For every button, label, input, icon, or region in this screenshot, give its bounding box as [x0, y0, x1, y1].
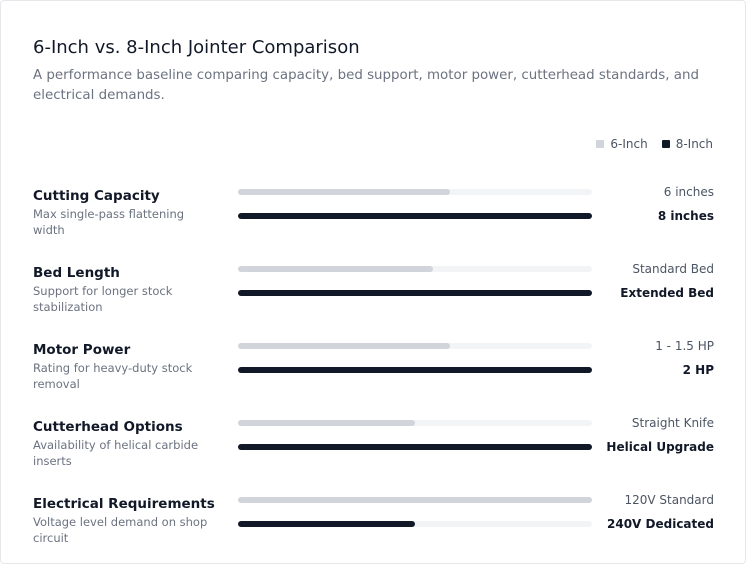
legend-item: 6-Inch — [596, 137, 648, 151]
value-label: Extended Bed — [620, 286, 714, 300]
category-name: Cutting Capacity — [33, 188, 160, 204]
category-description: Voltage level demand on shop circuit — [33, 515, 208, 545]
bar — [238, 189, 451, 195]
row: Electrical Requirements Voltage level dem… — [33, 493, 714, 546]
value-label: Helical Upgrade — [606, 440, 714, 454]
legend-label: 8-Inch — [675, 137, 713, 151]
value-label: 6 inches — [663, 185, 714, 199]
bar-track — [238, 444, 592, 450]
bar — [238, 367, 592, 373]
category-name: Cutterhead Options — [33, 419, 183, 435]
bar-track — [238, 420, 592, 426]
category-name: Electrical Requirements — [33, 496, 215, 512]
bar-track — [238, 189, 592, 195]
chart-subtitle: A performance baseline comparing capacit… — [33, 68, 699, 103]
category-description: Max single-pass flattening width — [33, 207, 185, 237]
value-label: 8 inches — [657, 209, 714, 223]
legend: 6-Inch 8-Inch — [596, 137, 713, 151]
category-description: Rating for heavy-duty stock removal — [33, 361, 193, 391]
value-label: Straight Knife — [631, 416, 714, 430]
category-name: Motor Power — [33, 342, 131, 358]
category-description: Availability of helical carbide inserts — [33, 438, 199, 468]
bar-track — [238, 343, 592, 349]
bar — [238, 420, 415, 426]
legend-swatch — [661, 140, 670, 148]
bar-track — [238, 266, 592, 272]
bar — [238, 266, 433, 272]
bar — [238, 213, 592, 219]
bar — [238, 343, 451, 349]
value-label: 1 - 1.5 HP — [655, 339, 714, 353]
legend-swatch — [596, 140, 605, 148]
value-label: 2 HP — [682, 363, 714, 377]
bar — [238, 497, 592, 503]
bar-track — [238, 290, 592, 296]
row: Bed Length Support for longer stock stabi… — [33, 262, 714, 315]
bar-track — [238, 213, 592, 219]
value-label: 120V Standard — [624, 493, 714, 507]
bar-track — [238, 497, 592, 503]
bar-track — [238, 367, 592, 373]
value-label: Standard Bed — [632, 262, 714, 276]
rows: Cutting Capacity Max single-pass flatteni… — [33, 185, 714, 546]
row: Motor Power Rating for heavy-duty stock r… — [33, 339, 714, 392]
bar — [238, 290, 592, 296]
row: Cutting Capacity Max single-pass flatteni… — [33, 185, 714, 238]
value-label: 240V Dedicated — [607, 517, 714, 531]
legend-label: 6-Inch — [610, 137, 648, 151]
bar — [238, 521, 415, 527]
category-description: Support for longer stock stabilization — [33, 284, 173, 314]
bar-track — [238, 521, 592, 527]
bar — [238, 444, 592, 450]
chart-title: 6-Inch vs. 8-Inch Jointer Comparison — [33, 37, 360, 58]
legend-item: 8-Inch — [661, 137, 713, 151]
row: Cutterhead Options Availability of helica… — [33, 416, 714, 469]
category-name: Bed Length — [33, 265, 120, 281]
